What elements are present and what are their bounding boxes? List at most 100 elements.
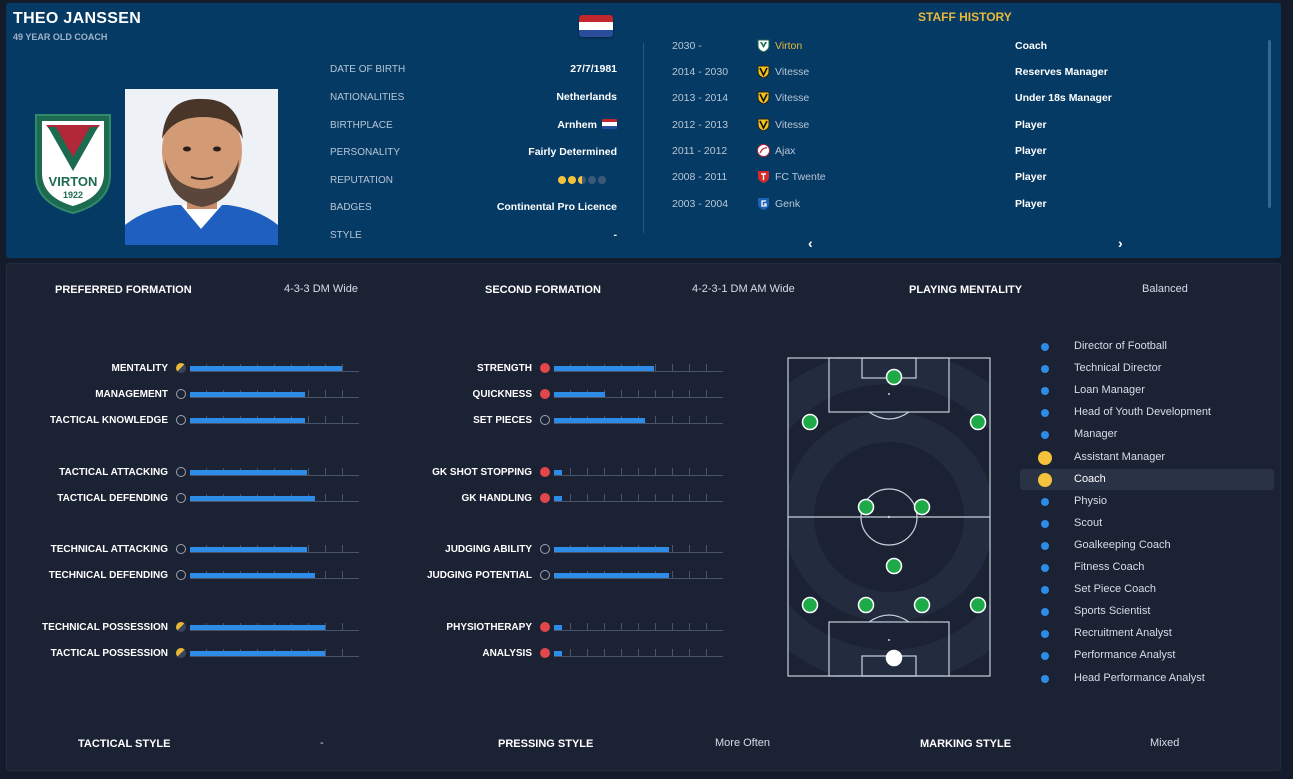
- attribute-label: TACTICAL KNOWLEDGE: [50, 415, 168, 426]
- attribute-bar-fill: [190, 418, 305, 423]
- neutral-icon: [176, 467, 186, 477]
- role-dot-icon: [1041, 630, 1049, 639]
- history-scrollbar[interactable]: [1268, 40, 1271, 208]
- attribute-bar-fill: [190, 651, 326, 656]
- role-name: Physio: [1074, 494, 1108, 507]
- history-role: Player: [1015, 171, 1047, 183]
- attribute-label: GK SHOT STOPPING: [432, 467, 532, 478]
- attribute-bar-fill: [554, 470, 563, 475]
- history-row[interactable]: 2014 - 2030 Vitesse Reserves Manager: [672, 65, 1252, 84]
- role-item[interactable]: Performance Analyst: [1020, 645, 1274, 666]
- info-label: DATE OF BIRTH: [330, 64, 406, 75]
- pressing-style-value: More Often: [715, 737, 771, 749]
- role-item[interactable]: Fitness Coach: [1020, 557, 1274, 578]
- history-row[interactable]: 2011 - 2012 Ajax Player: [672, 144, 1252, 163]
- attribute-bar-fill: [190, 470, 307, 475]
- neutral-icon: [540, 544, 550, 554]
- role-item[interactable]: Technical Director: [1020, 358, 1274, 379]
- attribute-bar-fill: [554, 366, 654, 371]
- history-club[interactable]: Ajax: [775, 145, 796, 157]
- attribute-bar: [190, 416, 359, 424]
- role-item[interactable]: Loan Manager: [1020, 380, 1274, 401]
- history-row[interactable]: 2013 - 2014 Vitesse Under 18s Manager: [672, 91, 1252, 110]
- attribute-bar-fill: [190, 547, 307, 552]
- role-dot-icon: [1041, 387, 1049, 396]
- attribute-label: JUDGING ABILITY: [445, 544, 532, 555]
- ajax-icon: [757, 144, 770, 157]
- role-item[interactable]: Assistant Manager: [1020, 447, 1274, 468]
- red-icon: [540, 622, 550, 632]
- attribute-bar: [190, 571, 359, 579]
- attribute-bar: [554, 545, 723, 553]
- role-dot-icon: [1041, 365, 1049, 374]
- red-icon: [540, 363, 550, 373]
- fc-twente-icon: [757, 170, 770, 183]
- vitesse-icon: [757, 118, 770, 132]
- history-club[interactable]: Vitesse: [775, 119, 810, 131]
- history-row[interactable]: 2003 - 2004 Genk Player: [672, 198, 1252, 216]
- playing-mentality-label: PLAYING MENTALITY: [909, 284, 1023, 296]
- attribute-bar: [554, 649, 723, 657]
- second-formation-label: SECOND FORMATION: [485, 284, 601, 296]
- info-label: BADGES: [330, 202, 372, 213]
- role-item[interactable]: Director of Football: [1020, 336, 1274, 357]
- role-item[interactable]: Sports Scientist: [1020, 601, 1274, 622]
- coach-subtitle: 49 YEAR OLD COACH: [13, 32, 108, 42]
- history-club[interactable]: FC Twente: [775, 171, 826, 183]
- role-dot-icon: [1041, 497, 1049, 506]
- virton-crest-icon[interactable]: VIRTON 1922: [32, 111, 114, 215]
- attribute-bar-fill: [554, 625, 563, 630]
- history-next-button[interactable]: ›: [1118, 235, 1123, 251]
- role-dot-icon: [1041, 541, 1049, 550]
- role-name: Director of Football: [1074, 340, 1167, 352]
- role-dot-icon: [1038, 450, 1052, 465]
- role-item[interactable]: Head of Youth Development: [1020, 402, 1274, 423]
- role-item[interactable]: Set Piece Coach: [1020, 579, 1274, 600]
- red-icon: [540, 493, 550, 503]
- info-value-text: Netherlands: [556, 91, 617, 103]
- history-role: Coach: [1015, 40, 1048, 52]
- role-item[interactable]: Physio: [1020, 491, 1274, 512]
- attribute-bar: [554, 494, 723, 502]
- info-value: Netherlands: [556, 91, 617, 103]
- player-marker: [885, 368, 903, 386]
- attribute-bar: [190, 390, 359, 398]
- attribute-label: SET PIECES: [473, 415, 532, 426]
- role-dot-icon: [1041, 564, 1049, 572]
- role-name: Recruitment Analyst: [1074, 627, 1172, 640]
- role-name: Loan Manager: [1074, 384, 1145, 397]
- attribute-bar: [190, 468, 359, 476]
- marking-style-label: MARKING STYLE: [920, 738, 1012, 750]
- info-value-text: Continental Pro Licence: [496, 201, 617, 213]
- role-item[interactable]: Goalkeeping Coach: [1020, 535, 1274, 556]
- attribute-bar: [190, 494, 359, 502]
- reputation-star-icon: [578, 176, 586, 184]
- history-row[interactable]: 2012 - 2013 Vitesse Player: [672, 118, 1252, 137]
- role-item[interactable]: Head Performance Analyst: [1020, 668, 1274, 689]
- attribute-label: TACTICAL POSSESSION: [50, 648, 168, 659]
- role-item[interactable]: Scout: [1020, 513, 1274, 534]
- history-club[interactable]: Genk: [775, 198, 801, 210]
- history-row[interactable]: 2008 - 2011 FC Twente Player: [672, 171, 1252, 189]
- info-value: -: [614, 229, 618, 241]
- info-value-text: -: [613, 229, 618, 241]
- attribute-bar-fill: [190, 625, 326, 630]
- history-years: 2012 - 2013: [672, 119, 729, 131]
- role-item[interactable]: Recruitment Analyst: [1020, 623, 1274, 644]
- attribute-bar: [554, 416, 723, 424]
- role-item[interactable]: Coach: [1020, 468, 1274, 490]
- attribute-bar-fill: [554, 392, 605, 397]
- attribute-label: QUICKNESS: [472, 389, 532, 400]
- attribute-label: MENTALITY: [111, 363, 168, 374]
- role-dot-icon: [1041, 343, 1049, 351]
- role-name: Set Piece Coach: [1074, 583, 1156, 596]
- role-item[interactable]: Manager: [1020, 424, 1274, 445]
- history-row[interactable]: 2030 - Virton Coach: [672, 39, 1252, 58]
- history-prev-button[interactable]: ‹: [808, 235, 813, 251]
- player-marker: [969, 596, 987, 614]
- tactical-style-value: -: [320, 737, 324, 749]
- history-club[interactable]: Vitesse: [775, 92, 810, 104]
- history-club[interactable]: Virton: [775, 40, 803, 52]
- history-club[interactable]: Vitesse: [775, 66, 810, 78]
- attribute-bar-fill: [554, 496, 563, 501]
